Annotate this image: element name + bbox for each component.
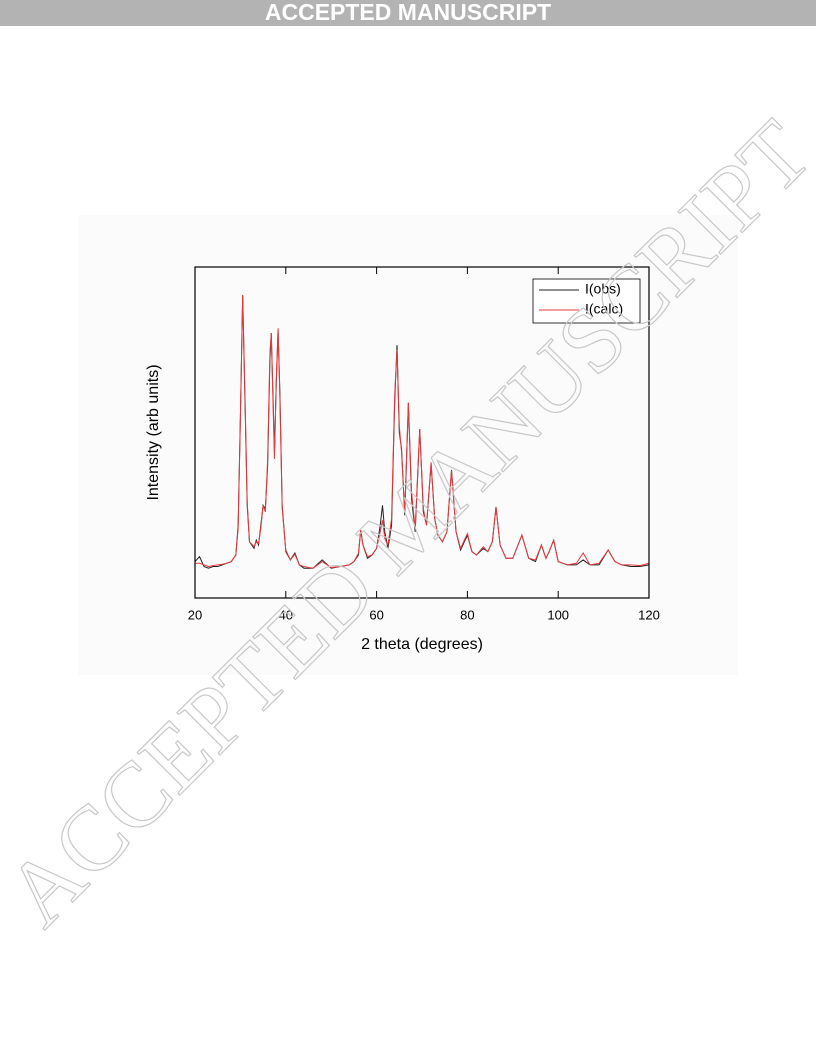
legend-label: I(obs)	[585, 281, 621, 297]
plot-frame	[194, 266, 650, 599]
data-line	[195, 295, 650, 569]
x-tick-label: 20	[188, 607, 202, 622]
x-tick-label: 40	[279, 607, 293, 622]
x-tick-label: 60	[369, 607, 383, 622]
legend-label: I(calc)	[585, 301, 623, 317]
legend-box	[532, 278, 641, 324]
banner	[0, 0, 816, 26]
chart: 20 40 60 80 100 120 2 theta (degrees) Intensity…	[145, 266, 660, 653]
x-axis-label: 2 theta (degrees)	[361, 636, 483, 653]
y-axis-label: Intensity (arb units)	[145, 364, 162, 500]
x-tick-label: 80	[460, 607, 474, 622]
x-tick-label: 120	[638, 607, 660, 622]
banner-text: ACCEPTED MANUSCRIPT	[265, 0, 551, 25]
x-tick-label: 100	[547, 607, 569, 622]
